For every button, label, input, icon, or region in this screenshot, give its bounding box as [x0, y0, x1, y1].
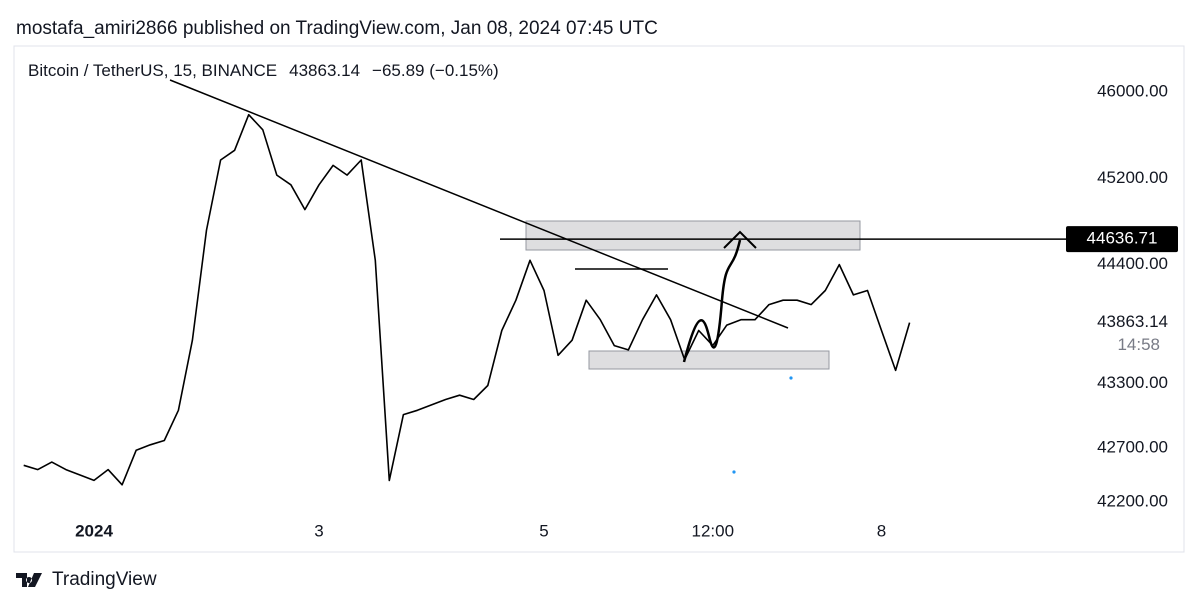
publish-info: mostafa_amiri2866 published on TradingVi…: [16, 18, 658, 39]
last-price-label: 43863.14: [1097, 312, 1168, 331]
chart-legend: Bitcoin / TetherUS, 15, BINANCE 43863.14−…: [28, 61, 499, 80]
y-tick-label: 44400.00: [1097, 254, 1168, 273]
y-tick-label: 46000.00: [1097, 81, 1168, 100]
resistance-zone: [525, 220, 861, 251]
legend-change: −65.89 (−0.15%): [372, 61, 499, 80]
legend-price: 43863.14: [289, 61, 360, 80]
y-tick-label: 43300.00: [1097, 373, 1168, 392]
chart-title: Bitcoin / TetherUS, 15, BINANCE: [28, 61, 277, 80]
level-label-box: [1066, 226, 1178, 253]
chart-frame: [13, 45, 1185, 553]
plot: 46000.00 45200.00 44400.00 43300.00 42700.00…: [23, 81, 1178, 540]
marker-dot: [789, 376, 793, 380]
price-line: [23, 113, 911, 486]
y-tick-label: 45200.00: [1097, 168, 1168, 187]
x-tick-label: 12:00: [691, 521, 734, 540]
marker-dot: [732, 470, 736, 474]
footer-brand: TradingView: [52, 569, 157, 590]
x-tick-label: 3: [314, 521, 323, 540]
countdown-label: 14:58: [1117, 335, 1160, 354]
level-label: 44636.71: [1087, 229, 1158, 248]
projection-path: [682, 239, 742, 363]
trend-line: [169, 79, 789, 329]
logo-icon: [16, 573, 42, 587]
x-tick-label: 5: [539, 521, 548, 540]
x-tick-label: 2024: [75, 521, 113, 540]
y-tick-label: 42700.00: [1097, 438, 1168, 457]
x-tick-label: 8: [877, 521, 886, 540]
y-tick-label: 42200.00: [1097, 492, 1168, 511]
projection-arrowhead: [723, 230, 757, 249]
tradingview-logo: [16, 573, 42, 587]
support-zone: [588, 350, 830, 370]
